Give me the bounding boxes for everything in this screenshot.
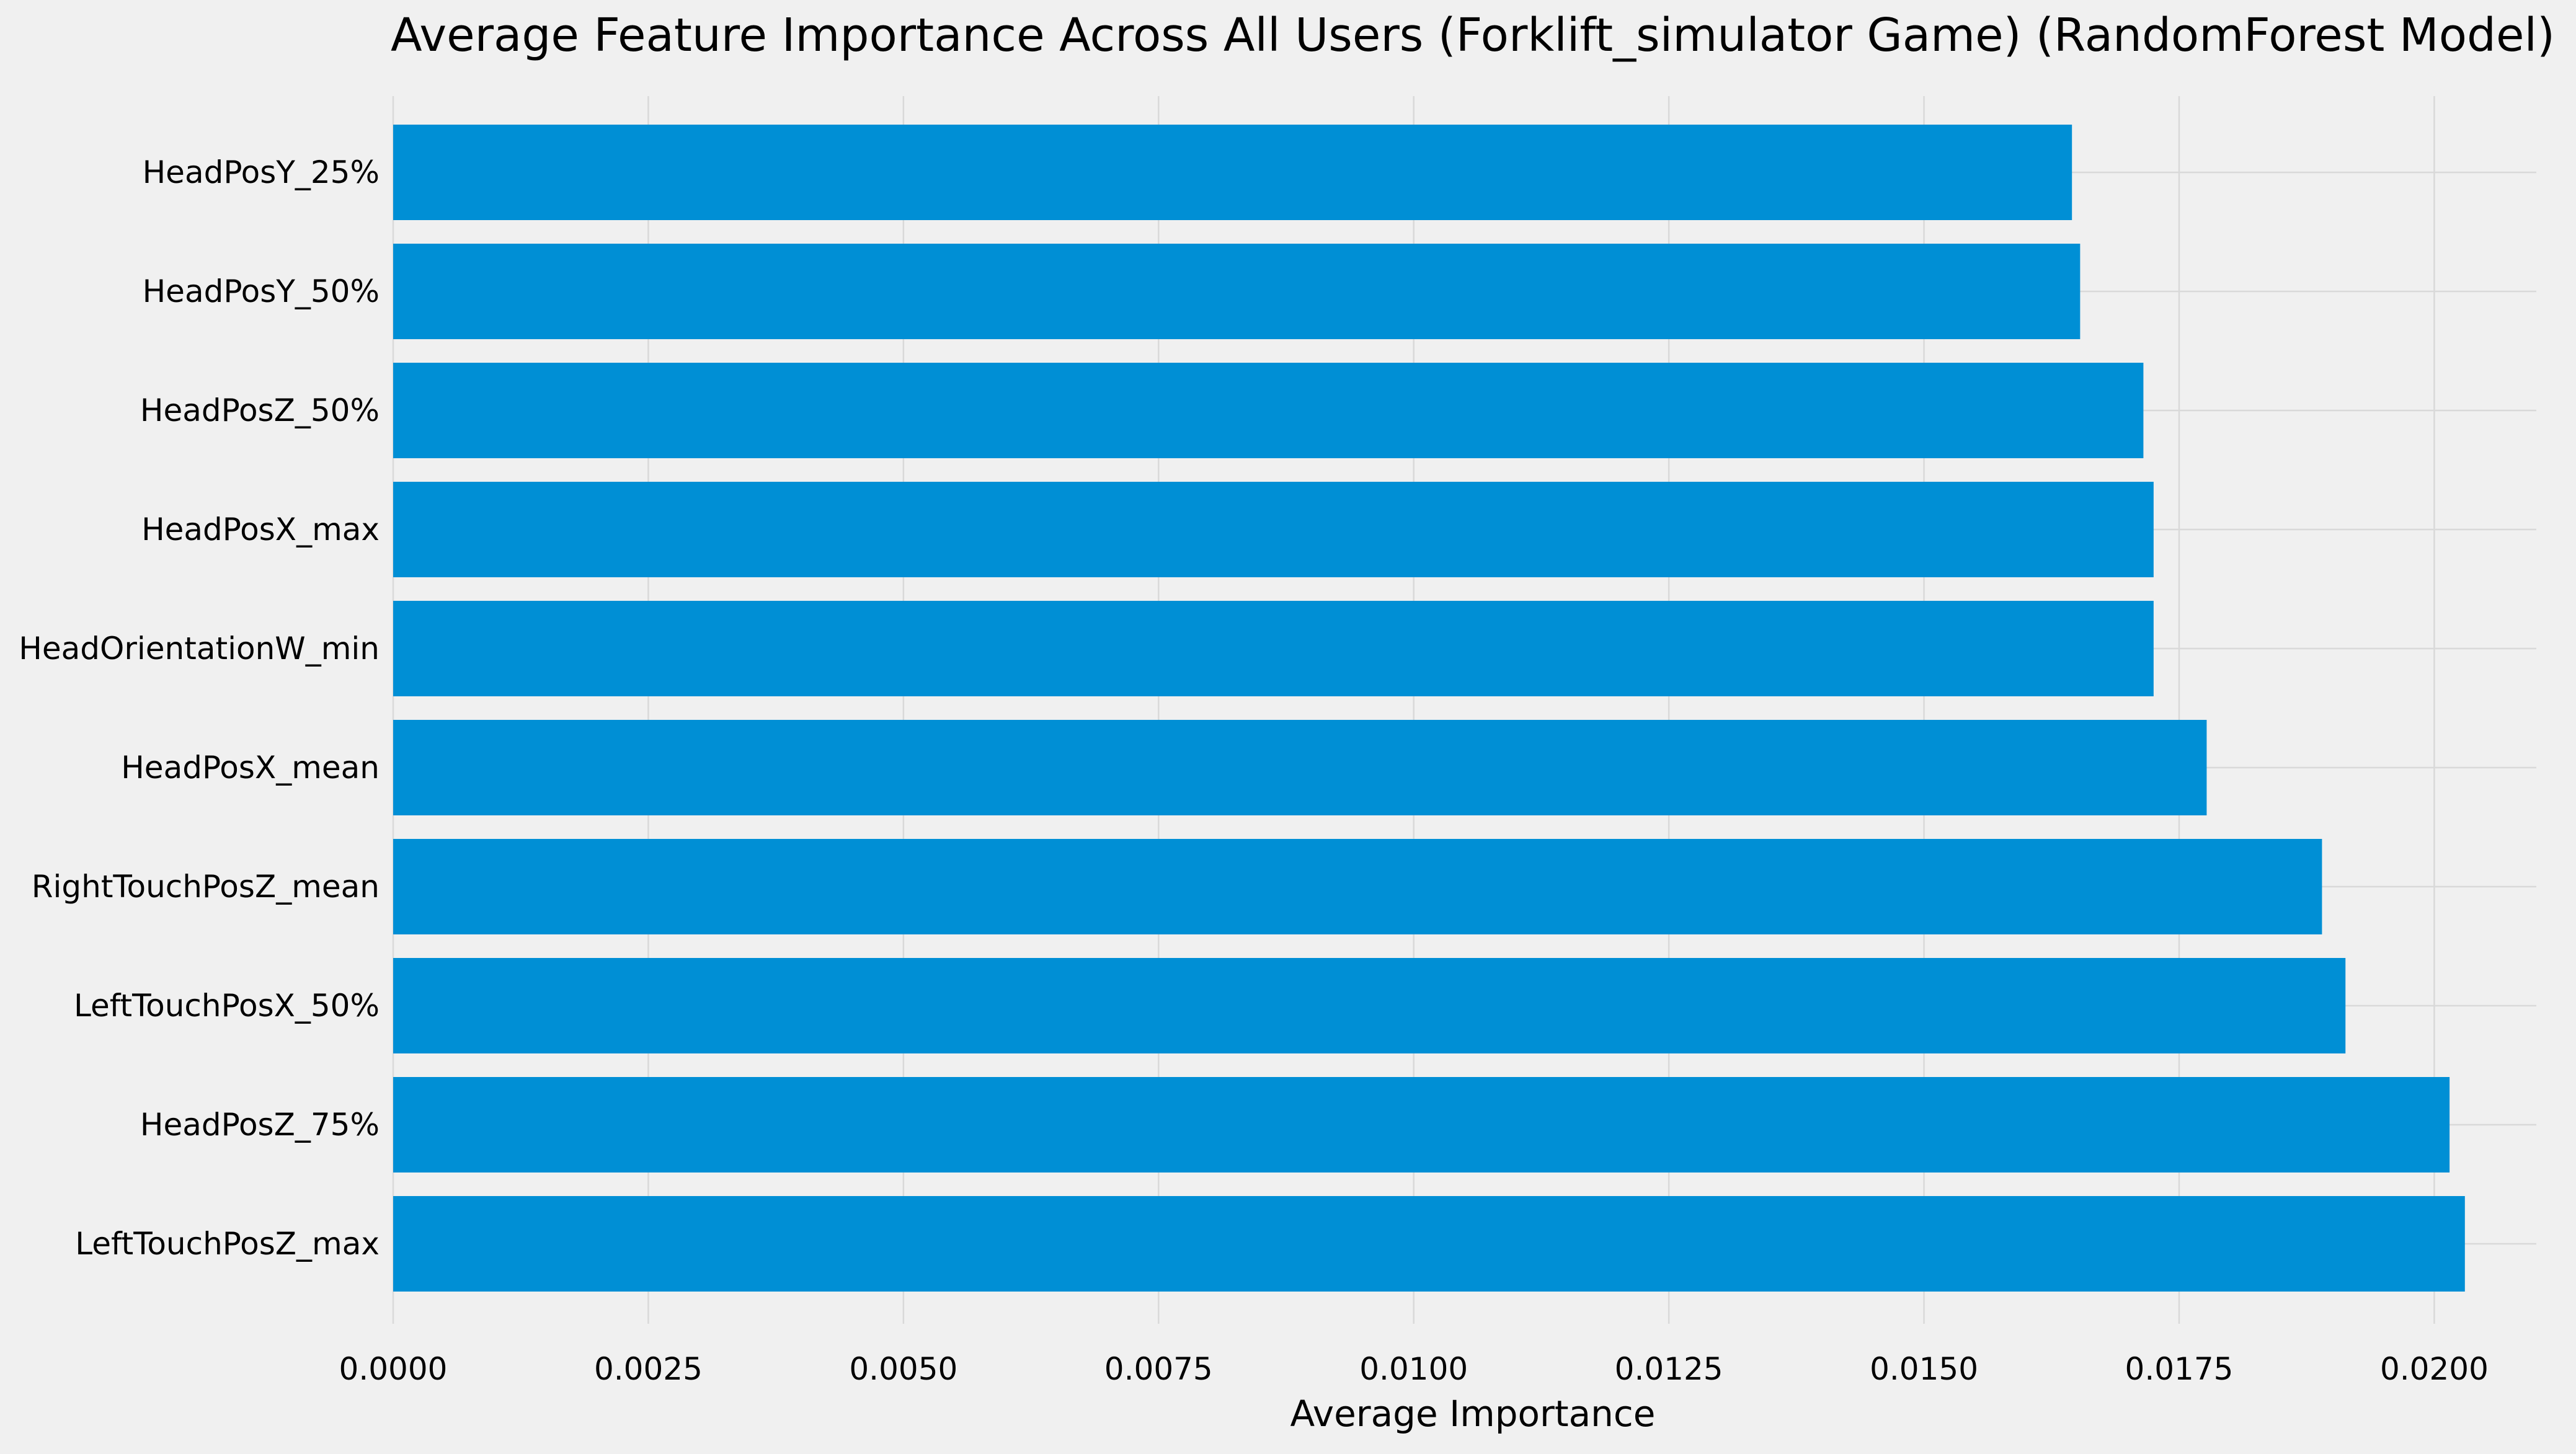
bar (393, 1077, 2450, 1173)
y-tick-label: HeadPosX_mean (121, 750, 380, 786)
y-tick-label: HeadPosY_25% (143, 154, 380, 190)
y-tick-labels: HeadPosY_25% HeadPosY_50% HeadPosZ_50% Head… (19, 154, 380, 1262)
x-tick-label: 0.0075 (1104, 1351, 1213, 1387)
x-axis-label: Average Importance (1290, 1393, 1656, 1435)
bar (393, 839, 2322, 934)
y-tick-label: HeadPosZ_75% (140, 1107, 380, 1143)
x-tick-label: 0.0100 (1359, 1351, 1468, 1387)
bar (393, 1196, 2465, 1292)
y-tick-label: HeadPosY_50% (143, 273, 380, 309)
bar (393, 958, 2346, 1053)
y-tick-label: HeadPosX_max (141, 512, 380, 547)
bar (393, 482, 2154, 577)
y-tick-label: LeftTouchPosX_50% (74, 988, 380, 1024)
y-tick-label: LeftTouchPosZ_max (75, 1226, 380, 1262)
y-tick-label: HeadPosZ_50% (140, 392, 380, 428)
x-tick-label: 0.0150 (1870, 1351, 1978, 1387)
bar (393, 363, 2144, 458)
x-tick-label: 0.0000 (339, 1351, 448, 1387)
bar (393, 125, 2072, 220)
x-tick-label: 0.0175 (2125, 1351, 2234, 1387)
x-tick-label: 0.0200 (2380, 1351, 2489, 1387)
bar (393, 601, 2154, 696)
x-tick-label: 0.0025 (594, 1351, 703, 1387)
chart-title: Average Feature Importance Across All Us… (391, 9, 2555, 62)
x-tick-labels: 0.0000 0.0025 0.0050 0.0075 0.0100 0.0125 0.01… (339, 1351, 2489, 1387)
y-tick-label: RightTouchPosZ_mean (32, 869, 380, 905)
x-tick-label: 0.0050 (849, 1351, 957, 1387)
bar (393, 720, 2207, 815)
bars (393, 125, 2465, 1292)
x-tick-label: 0.0125 (1615, 1351, 1723, 1387)
bar (393, 244, 2081, 339)
y-tick-label: HeadOrientationW_min (19, 631, 380, 667)
